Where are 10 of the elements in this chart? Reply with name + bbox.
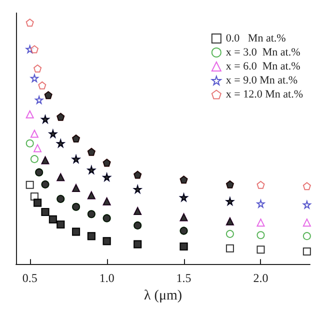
legend-label: x = 9.0 Mn at.% [226, 74, 298, 86]
x-tick-label: 1.0 [99, 271, 114, 286]
x-tick-label: 0.5 [22, 271, 38, 286]
legend-label: x = 3.0 Mn at.% [226, 46, 300, 58]
legend-label: x = 12.0 Mn at.% [226, 88, 304, 100]
x-tick-label: 1.5 [176, 271, 192, 286]
legend-label: x = 6.0 Mn at.% [226, 60, 300, 72]
x-axis-title: λ (μm) [144, 288, 182, 304]
legend-label: 0.0 Mn at.% [226, 32, 286, 44]
x-tick-label: 2.0 [253, 271, 268, 286]
